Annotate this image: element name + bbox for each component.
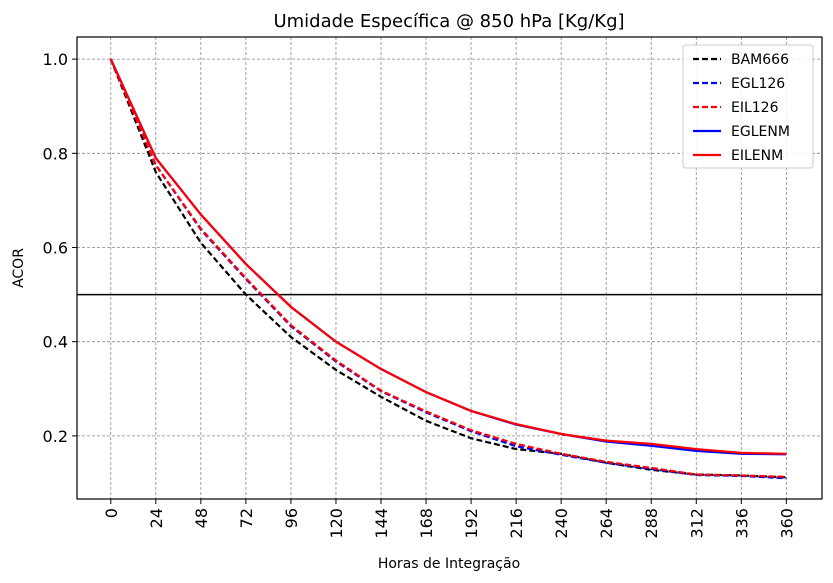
x-tick-label: 120 <box>327 508 346 539</box>
series-line-eil126 <box>109 58 787 478</box>
legend-label: BAM666 <box>731 52 789 68</box>
ticks: 0 24 48 72 96 120 144 168 192 216 240 264 288 312 336 3… <box>43 50 797 538</box>
x-tick-label: 288 <box>642 508 661 539</box>
legend-label: EIL126 <box>731 100 779 116</box>
y-tick-label: 0.2 <box>43 427 68 446</box>
legend-label: EGLENM <box>731 124 790 140</box>
x-tick-label: 312 <box>687 508 706 539</box>
x-tick-label: 96 <box>282 508 301 528</box>
x-axis-label: Horas de Integração <box>378 556 520 572</box>
legend-label: EILENM <box>731 148 783 164</box>
x-tick-label: 240 <box>552 508 571 539</box>
y-tick-label: 0.4 <box>43 333 68 352</box>
x-tick-label: 192 <box>462 508 481 539</box>
series-line-eilenm <box>109 58 787 455</box>
legend-box <box>682 44 814 169</box>
x-tick-label: 144 <box>372 508 391 539</box>
x-tick-label: 72 <box>237 508 256 528</box>
x-tick-label: 168 <box>417 508 436 539</box>
y-tick-label: 0.8 <box>43 144 68 163</box>
legend: BAM666 EGL126 EIL126 EGLENM EILENM <box>682 44 814 169</box>
y-tick-label: 0.6 <box>43 239 68 258</box>
x-tick-label: 48 <box>192 508 211 528</box>
x-tick-label: 264 <box>597 508 616 539</box>
series-group <box>109 58 787 480</box>
plot-frame <box>76 36 823 500</box>
x-tick-label: 336 <box>732 508 751 539</box>
x-tick-label: 0 <box>102 508 121 518</box>
x-tick-label: 216 <box>507 508 526 539</box>
x-tick-label: 360 <box>777 508 796 539</box>
y-tick-label: 1.0 <box>43 50 68 69</box>
y-axis-label: ACOR <box>11 248 27 288</box>
legend-label: EGL126 <box>731 76 785 92</box>
chart-title: Umidade Específica @ 850 hPa [Kg/Kg] <box>273 11 624 32</box>
grid <box>77 37 822 499</box>
x-tick-label: 24 <box>147 508 166 528</box>
